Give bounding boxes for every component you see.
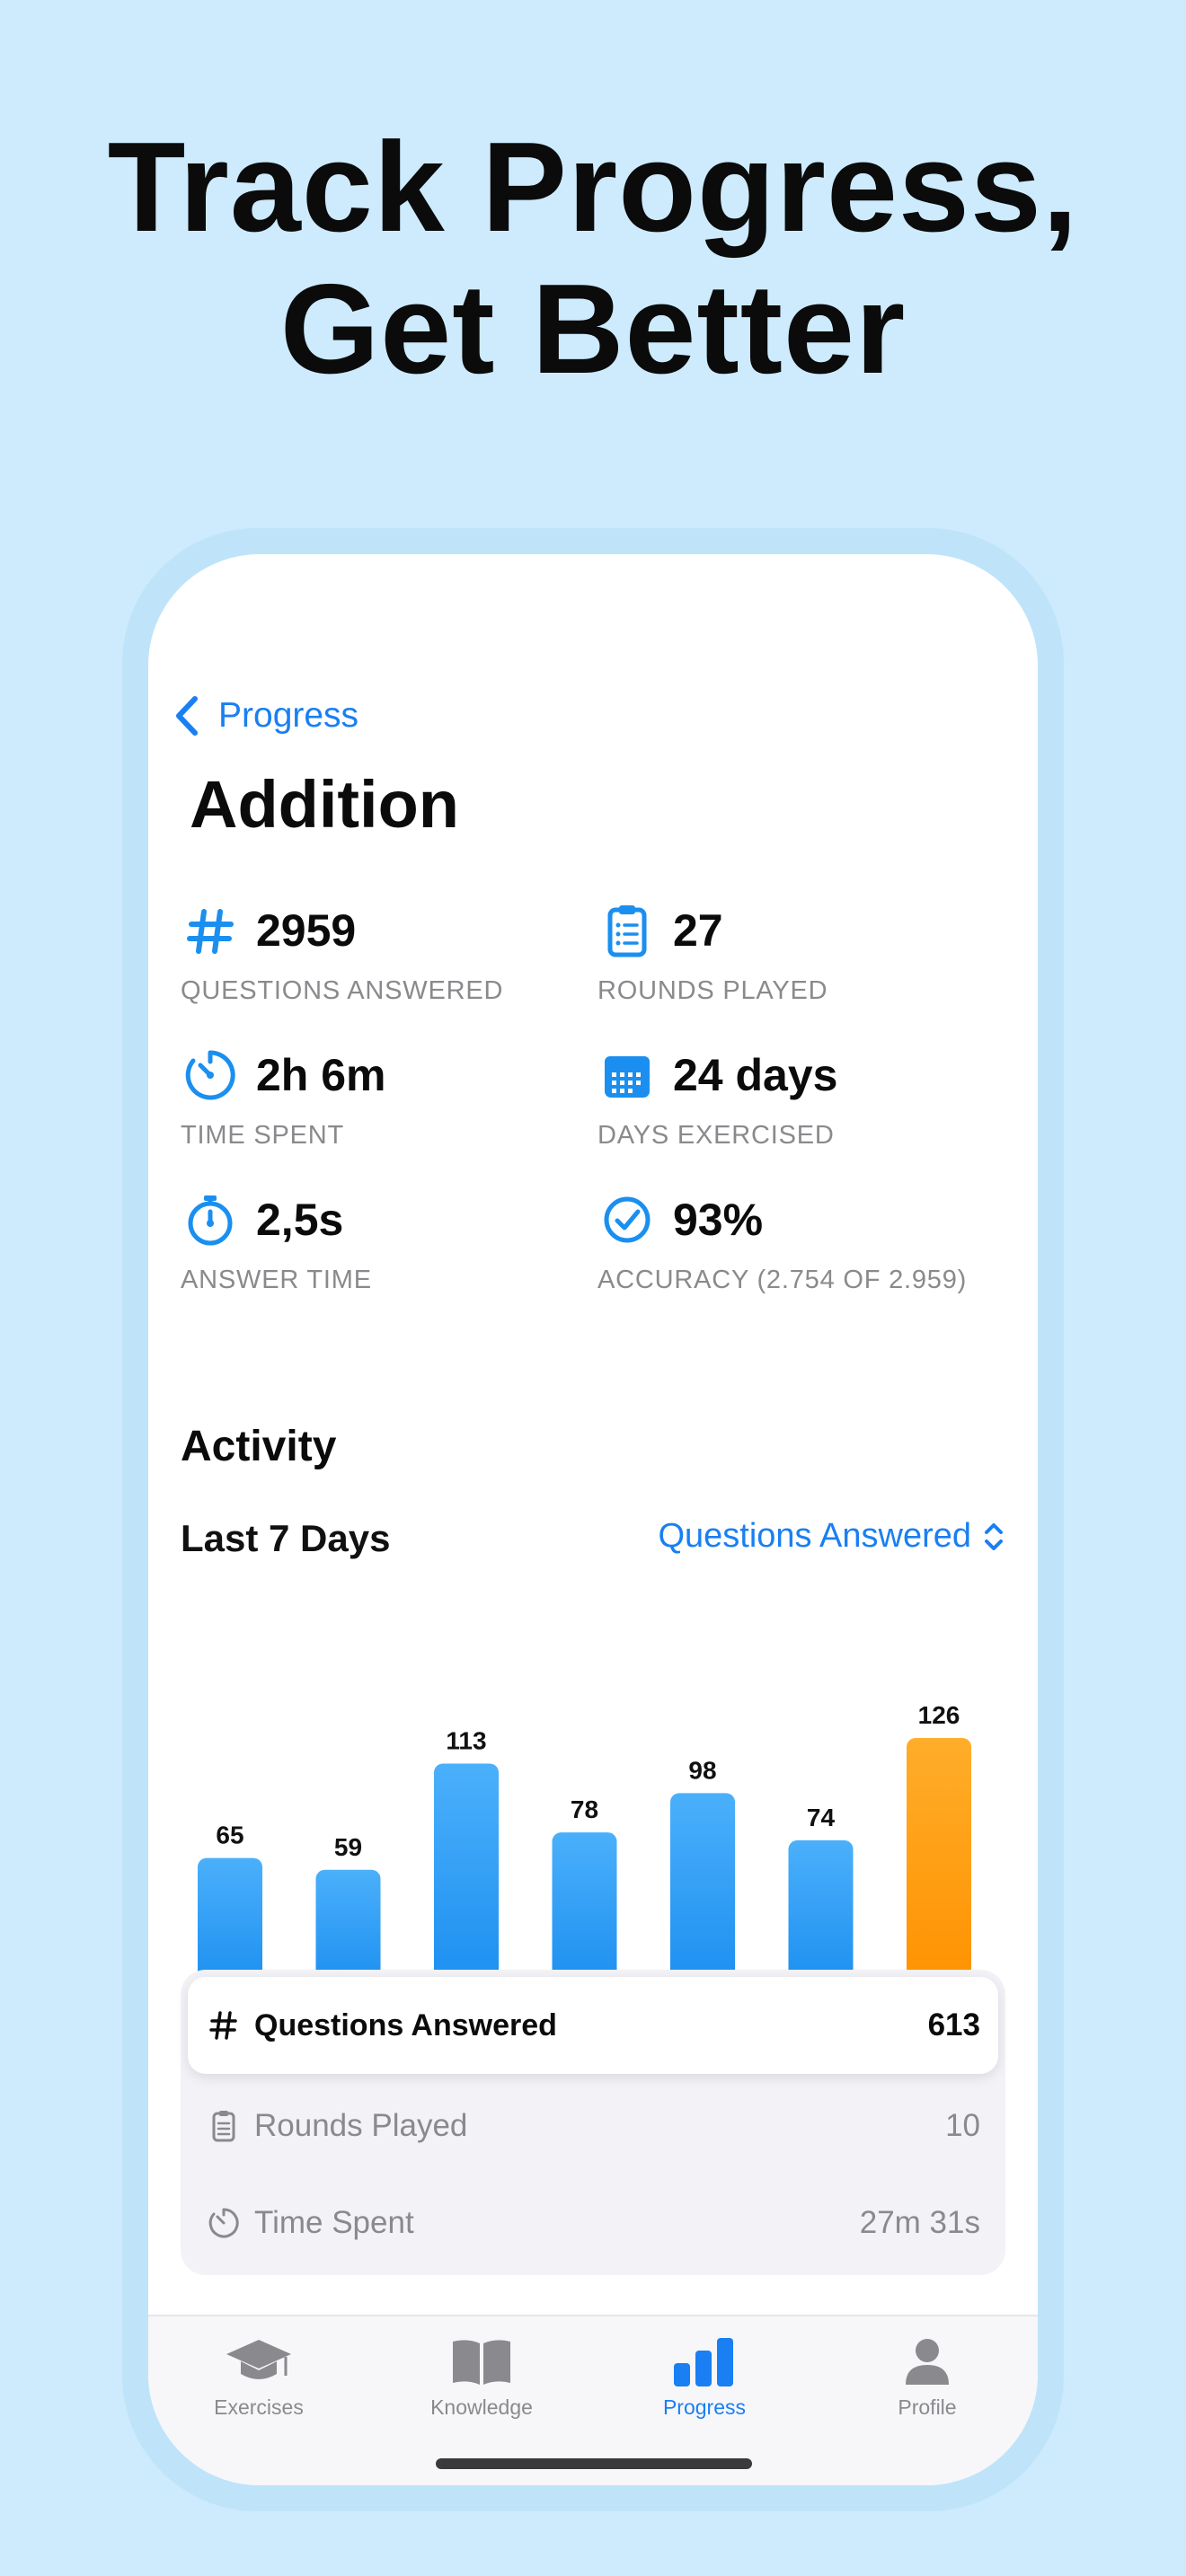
summary-name: Time Spent [254,2205,414,2240]
chart-bar-thu[interactable] [198,1857,262,1986]
activity-heading: Activity [181,1423,337,1470]
summary-value: 613 [927,2007,980,2042]
chart-bar-wed[interactable] [907,1738,971,1986]
stat-label: QUESTIONS ANSWERED [181,976,504,1005]
range-label: Last 7 Days [181,1517,391,1559]
stat-label: ROUNDS PLAYED [597,976,828,1005]
stat-days-exercised: 24 days DAYS EXERCISED [597,1045,1011,1171]
tab-progress[interactable]: Progress [597,2333,812,2431]
chart-value-label: 65 [216,1822,243,1849]
summary-row-questions-answered[interactable]: Questions Answered 613 [188,1977,998,2074]
hash-icon [187,909,234,954]
tab-label: Progress [662,2395,747,2419]
chart-value-label: 74 [807,1804,836,1831]
graduation-cap-icon [226,2340,291,2379]
chart-value-label: 126 [918,1701,960,1729]
stat-label: DAYS EXERCISED [597,1121,835,1150]
chart-bar-mon[interactable] [670,1793,735,1986]
chart-bar-tue[interactable] [788,1839,854,1986]
summary-value: 10 [945,2108,980,2143]
summary-name: Questions Answered [254,2007,557,2042]
stat-value: 27 [673,905,723,956]
home-indicator [436,2458,752,2469]
phone-screen: Progress Addition 2959 QUESTIONS ANSWERE… [148,554,1038,2485]
chart-value-label: 98 [688,1756,716,1784]
tab-bar: Exercises Knowledge Progress Profile [148,2315,1038,2485]
chart-value-label: 78 [571,1795,598,1823]
summary-row-rounds-played[interactable]: Rounds Played 10 [181,2078,1005,2175]
clipboard-icon [212,2111,235,2142]
tab-profile[interactable]: Profile [819,2333,1035,2431]
person-icon [906,2339,949,2385]
book-icon [453,2340,510,2385]
stat-label: ANSWER TIME [181,1266,372,1294]
chevron-left-icon [176,696,198,736]
bar-chart-icon [674,2338,733,2386]
timer-icon [185,1050,235,1100]
stat-answer-time: 2,5s ANSWER TIME [181,1190,594,1316]
page-title: Addition [190,767,460,842]
back-button[interactable]: Progress [173,689,358,743]
stat-questions-answered: 2959 QUESTIONS ANSWERED [181,901,594,1027]
tab-label: Exercises [214,2395,304,2419]
metric-selector-label: Questions Answered [658,1517,971,1555]
chevron-up-down-icon [985,1522,1003,1550]
headline: Track Progress, Get Better [0,117,1186,401]
summary-name: Rounds Played [254,2108,468,2143]
stat-time-spent: 2h 6m TIME SPENT [181,1045,594,1171]
stat-value: 2,5s [256,1195,344,1245]
stat-value: 2959 [256,905,357,956]
tab-label: Profile [898,2395,957,2419]
chart-bar-fri[interactable] [315,1869,381,1986]
timer-icon [208,2208,239,2238]
summary-list: Questions Answered 613 Rounds Played 10 … [181,1970,1005,2275]
summary-row-time-spent[interactable]: Time Spent 27m 31s [181,2175,1005,2272]
summary-value: 27m 31s [859,2205,980,2240]
stat-value: 93% [673,1195,764,1245]
stat-value: 2h 6m [256,1050,386,1100]
chart-value-label: 59 [334,1833,362,1861]
calendar-icon [605,1056,650,1098]
back-label: Progress [218,696,359,735]
hash-icon [209,2011,237,2040]
headline-line-2: Get Better [279,258,907,401]
headline-line-1: Track Progress, [107,116,1079,259]
chart-bar-sat[interactable] [434,1763,499,1986]
activity-bar-chart: 65Thu59Fri113Sat78Sun98Mon74Tue126Wed [198,1701,971,2024]
chart-value-label: 113 [446,1726,486,1754]
stat-accuracy: 93% ACCURACY (2.754 OF 2.959) [597,1190,1011,1316]
stat-label: TIME SPENT [181,1121,345,1150]
chart-bar-sun[interactable] [552,1832,617,1986]
stat-value: 24 days [673,1050,838,1100]
stat-label: ACCURACY (2.754 OF 2.959) [597,1266,968,1294]
tab-knowledge[interactable]: Knowledge [374,2333,589,2431]
tab-label: Knowledge [430,2395,533,2419]
clipboard-icon [607,905,647,957]
stat-rounds-played: 27 ROUNDS PLAYED [597,901,1011,1027]
metric-selector[interactable]: Questions Answered [658,1517,1005,1556]
checkmark-circle-icon [604,1196,651,1243]
tab-exercises[interactable]: Exercises [151,2333,367,2431]
stopwatch-icon [188,1195,233,1246]
